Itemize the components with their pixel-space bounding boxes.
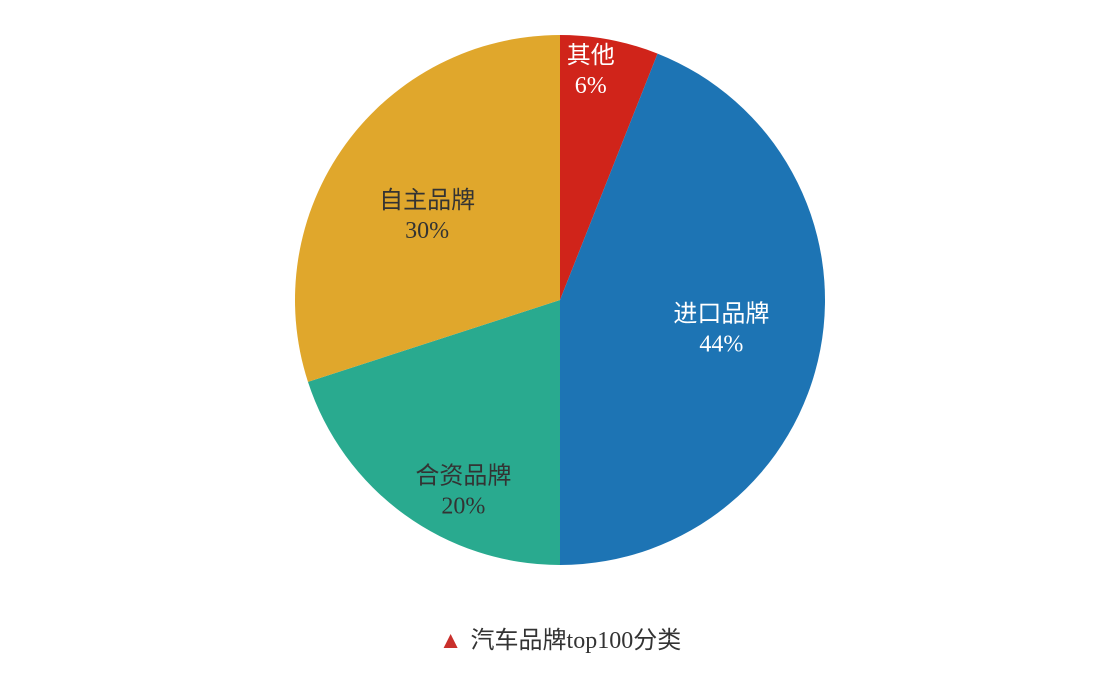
svg-text:其他: 其他 [567, 42, 615, 69]
svg-text:20%: 20% [441, 493, 485, 519]
pie-chart-svg: 其他 6% 进口品牌 44% 合资品牌 20% 自主品牌 30% [0, 0, 1120, 680]
svg-text:30%: 30% [405, 218, 449, 244]
chart-caption: ▲ 汽车品牌top100分类 [0, 620, 1120, 655]
pie-chart-container: 其他 6% 进口品牌 44% 合资品牌 20% 自主品牌 30% ▲ 汽车品牌top100分类 [0, 0, 1120, 680]
caption-text: 汽车品牌top100分类 [471, 628, 682, 654]
svg-text:自主品牌: 自主品牌 [379, 187, 475, 214]
svg-text:合资品牌: 合资品牌 [415, 462, 511, 489]
svg-text:44%: 44% [699, 331, 743, 357]
svg-text:进口品牌: 进口品牌 [673, 300, 769, 327]
caption-marker-icon: ▲ [439, 628, 463, 654]
svg-text:6%: 6% [575, 73, 607, 99]
